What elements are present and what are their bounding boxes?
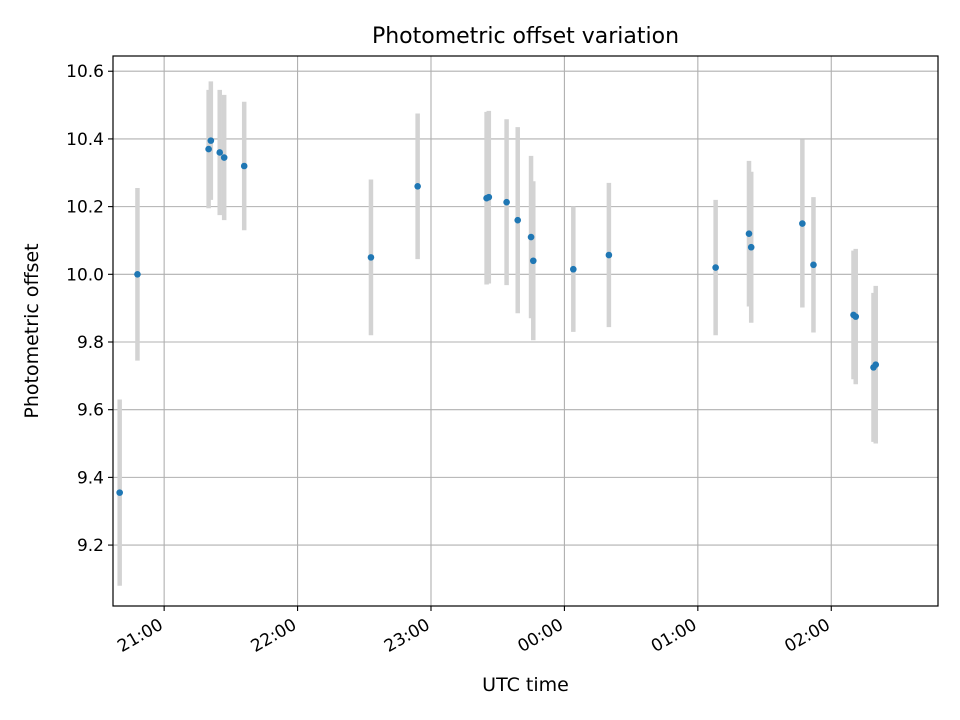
y-tick-label: 9.8 (77, 333, 104, 353)
data-point (414, 183, 421, 190)
data-point (367, 254, 375, 261)
data-point (514, 216, 522, 224)
grid (113, 56, 938, 606)
data-point (852, 313, 860, 320)
y-tick-label: 9.2 (77, 536, 104, 556)
data-point (527, 233, 535, 241)
plot-frame (112, 55, 939, 607)
data-point (605, 251, 613, 259)
data-point (745, 230, 753, 237)
y-tick-label: 9.4 (77, 468, 104, 488)
y-tick-label: 10.0 (66, 265, 104, 285)
data-point (205, 145, 212, 153)
chart-title: Photometric offset variation (372, 24, 679, 49)
data-point (116, 489, 123, 496)
data-point (712, 264, 719, 271)
data-point (799, 220, 806, 227)
data-point (134, 271, 141, 278)
y-axis-label: Photometric offset (21, 243, 43, 418)
data-point (570, 265, 577, 273)
data-point (216, 149, 224, 156)
data-point (872, 361, 880, 368)
y-tick-label: 9.6 (77, 401, 104, 421)
y-axis-ticks: 9.2 9.4 9.6 9.8 10.0 10.2 10.4 10.6 (66, 62, 113, 556)
data-point (810, 261, 817, 269)
data-point (207, 137, 215, 144)
y-tick-label: 10.2 (66, 198, 104, 218)
data-point (529, 257, 537, 265)
y-tick-label: 10.4 (66, 130, 104, 150)
data-point (220, 154, 228, 161)
data-point (747, 243, 755, 251)
x-axis-label: UTC time (482, 674, 569, 696)
data-point (485, 193, 493, 201)
data-points (116, 137, 880, 496)
y-tick-label: 10.6 (66, 62, 104, 82)
data-point (240, 162, 248, 170)
data-point (503, 198, 510, 206)
